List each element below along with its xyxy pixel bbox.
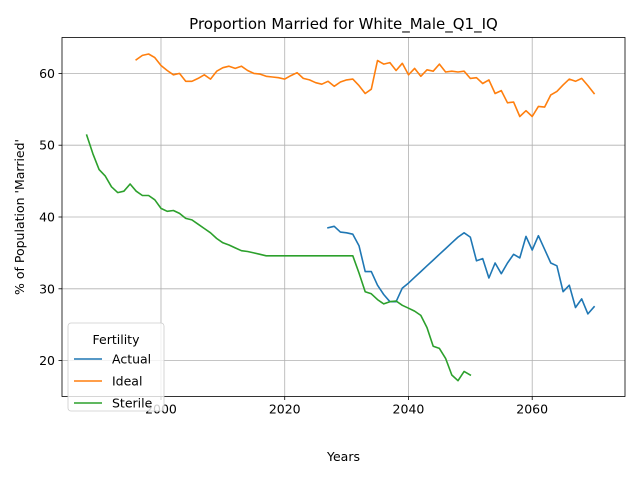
x-axis-label: Years [326, 449, 360, 464]
series-line-actual [327, 225, 596, 315]
legend-items: Actual Ideal Sterile [74, 352, 153, 411]
series-lines [85, 53, 596, 382]
y-tick-label: 50 [39, 138, 55, 153]
y-tick-label: 40 [39, 210, 55, 225]
x-tick-label: 2040 [393, 402, 425, 417]
legend-label-actual: Actual [112, 352, 151, 367]
y-tick-label: 20 [39, 353, 55, 368]
legend-box [67, 322, 165, 412]
legend: Fertility Actual Ideal Sterile [67, 322, 165, 412]
legend-title: Fertility [93, 332, 141, 347]
series-line-sterile [85, 134, 472, 382]
legend-label-ideal: Ideal [112, 374, 142, 389]
legend-label-sterile: Sterile [112, 396, 153, 411]
axis-ticks: 20002020204020602030405060 [39, 66, 548, 417]
y-tick-label: 60 [39, 66, 55, 81]
series-line-ideal [135, 53, 596, 118]
x-tick-label: 2020 [269, 402, 301, 417]
y-axis-label: % of Population 'Married' [12, 139, 27, 295]
y-tick-label: 30 [39, 281, 55, 296]
x-tick-label: 2060 [516, 402, 548, 417]
chart-title: Proportion Married for White_Male_Q1_IQ [189, 15, 498, 34]
